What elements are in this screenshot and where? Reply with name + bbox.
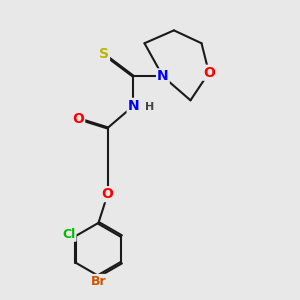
Text: Cl: Cl [62,228,76,241]
Text: N: N [157,69,169,83]
Text: O: O [72,112,84,126]
Text: H: H [145,102,154,112]
Text: Br: Br [91,275,106,288]
Text: N: N [128,99,139,113]
Text: O: O [102,187,114,201]
Text: O: O [203,66,215,80]
Text: S: S [99,47,109,61]
